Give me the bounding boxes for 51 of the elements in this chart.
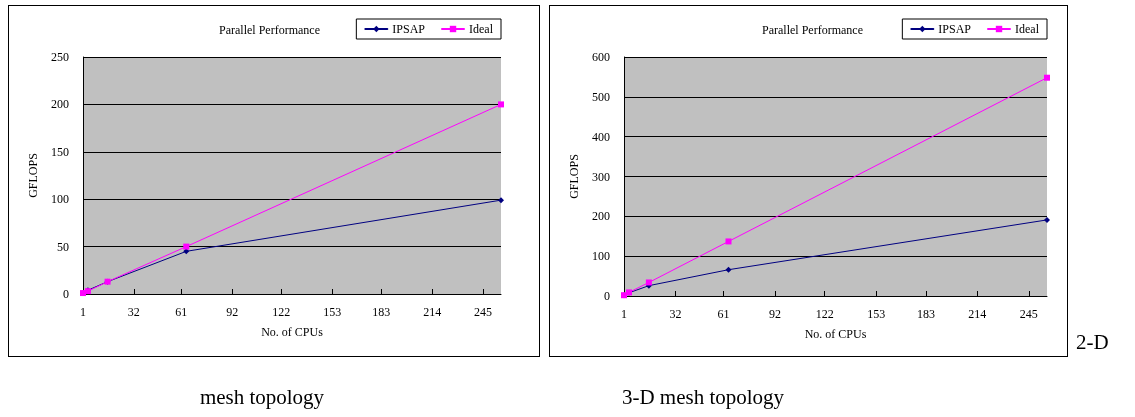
x-tick-label: 122 [815,307,834,321]
x-tick-label: 153 [323,305,342,319]
x-tick-label: 32 [669,307,682,321]
y-tick-label: 400 [592,129,610,144]
text: 3-D mesh topology [620,385,786,410]
x-tick-label: 245 [473,305,492,319]
x-tick-label: 1 [621,307,627,321]
point [498,197,504,204]
x-tick-label: 214 [423,305,442,319]
x-tick-label: 92 [226,305,239,319]
chart-title: Parallel Performance [762,23,863,37]
y-tick-label: 150 [51,144,69,159]
x-axis-title: No. of CPUs [804,327,867,341]
legend-label: Ideal [1015,22,1040,36]
x-tick-label: 183 [372,305,391,319]
y-tick-label: 300 [592,169,610,184]
y-tick-label: 500 [592,89,610,104]
y-tick-label: 50 [57,239,69,254]
text: mesh topology [198,385,326,410]
y-tick-label: 600 [592,50,610,64]
x-tick-label: 92 [768,307,781,321]
x-tick-label: 214 [968,307,987,321]
point [498,101,504,108]
y-tick-label: 200 [592,209,610,224]
point [725,266,732,273]
legend-label: IPSAP [938,22,972,36]
point [1044,216,1050,223]
y-tick-label: 200 [51,97,69,112]
y-axis-title: GFLOPS [26,153,40,198]
y-tick-label: 250 [51,50,69,64]
y-axis-title: GFLOPS [567,154,581,199]
x-tick-label: 61 [717,307,730,321]
text: 2-D [1076,330,1109,355]
x-tick-label: 61 [175,305,188,319]
x-axis-title: No. of CPUs [261,325,324,339]
chart-title: Parallel Performance [219,23,320,37]
point [1044,74,1050,81]
y-tick-label: 0 [63,287,69,301]
x-tick-label: 183 [916,307,935,321]
point [725,238,732,245]
x-tick-label: 1 [80,305,86,319]
legend-label: Ideal [469,22,494,36]
legend-label: IPSAP [392,22,426,36]
x-tick-label: 32 [127,305,140,319]
x-tick-label: 122 [272,305,291,319]
y-tick-label: 100 [592,249,610,264]
y-tick-label: 0 [604,289,610,303]
point [183,243,190,250]
x-tick-label: 153 [867,307,886,321]
y-tick-label: 100 [51,192,69,207]
x-tick-label: 245 [1019,307,1038,321]
